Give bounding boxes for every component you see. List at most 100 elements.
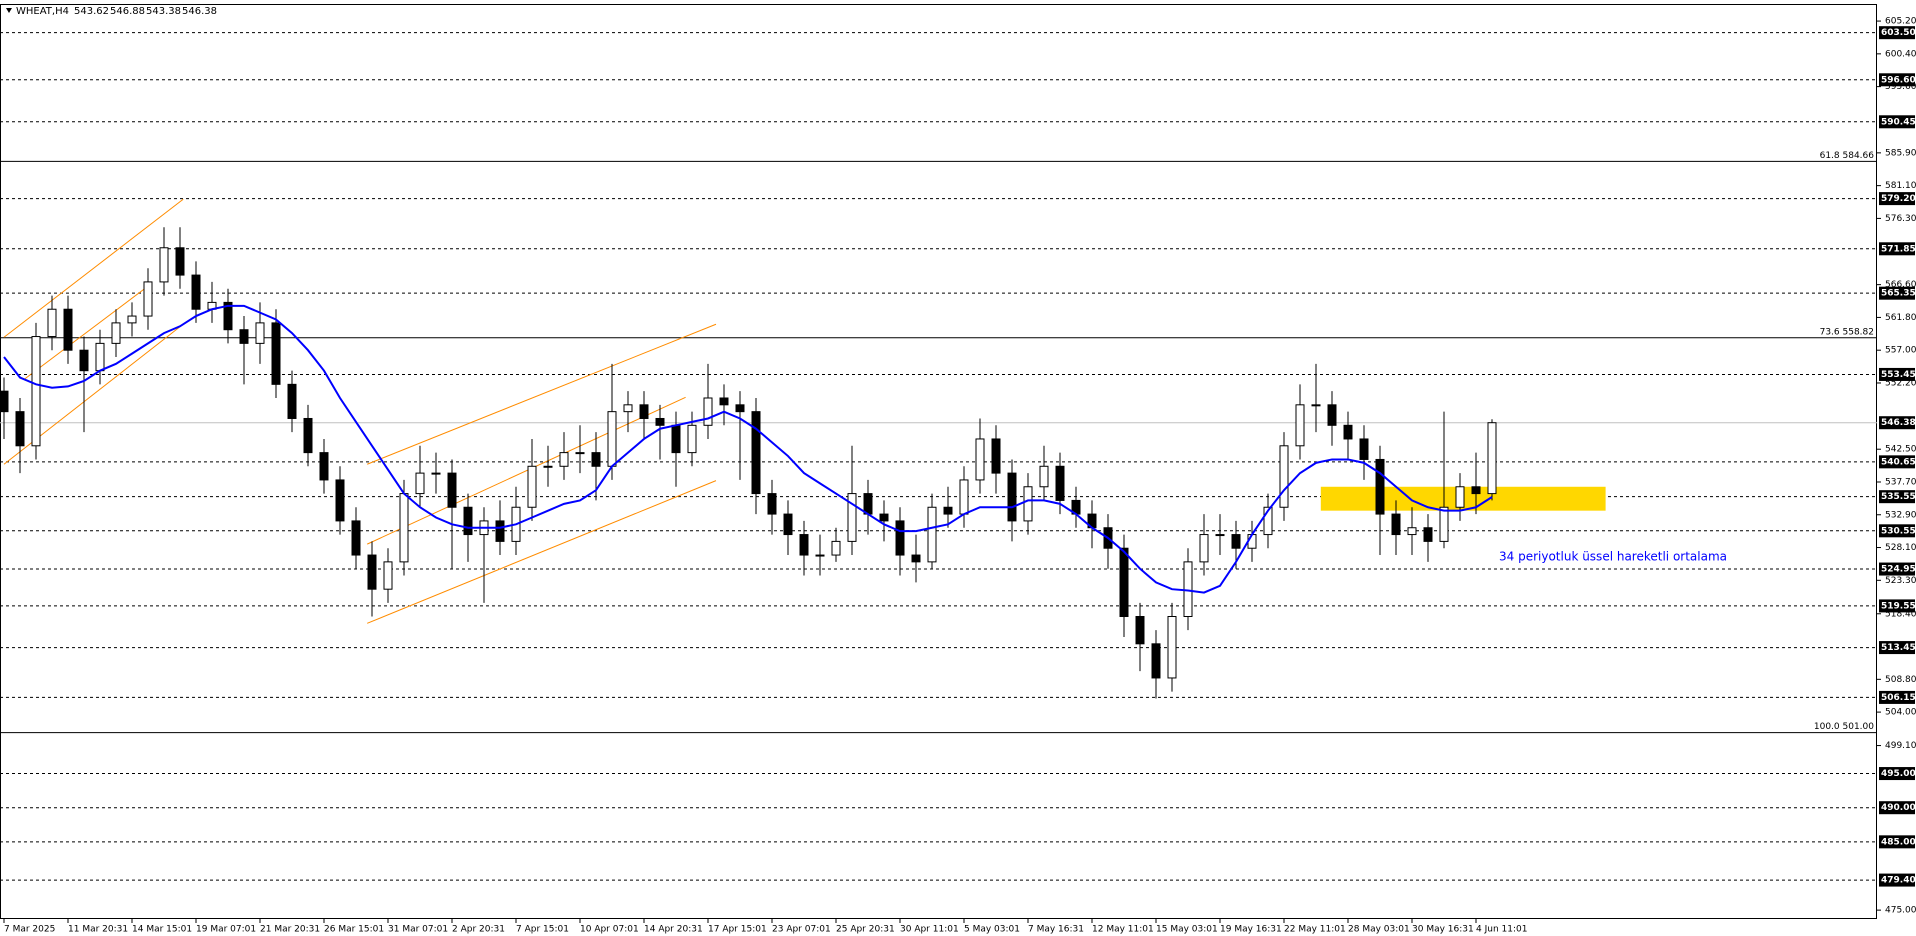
candle-body — [639, 404, 649, 419]
candle-body — [527, 465, 537, 508]
y-tick-label: 528.10 — [1885, 543, 1916, 553]
y-tick-label: 475.00 — [1885, 906, 1916, 916]
candle-body — [543, 465, 553, 468]
candle-body — [1455, 486, 1465, 508]
candle-body — [703, 397, 713, 426]
y-tick-label: 561.80 — [1885, 313, 1916, 323]
y-tick-label: 532.90 — [1885, 510, 1916, 520]
candle-body — [687, 424, 697, 454]
level-label-box — [1879, 490, 1915, 504]
candle-body — [1295, 404, 1305, 447]
level-label-box — [1879, 115, 1915, 129]
y-tick-label: 518.40 — [1885, 609, 1916, 619]
level-label: 495.00 — [1881, 769, 1916, 779]
level-label: 485.00 — [1881, 837, 1916, 847]
moving-average-line — [3, 304, 1493, 594]
candle-body — [95, 342, 105, 372]
candle-body — [847, 493, 857, 542]
level-label-box — [1879, 767, 1915, 781]
x-tick-label: 21 Mar 20:31 — [260, 925, 320, 935]
candle-body — [1039, 465, 1049, 488]
x-tick-label: 19 May 16:31 — [1220, 925, 1282, 935]
x-tick-label: 5 May 03:01 — [964, 925, 1020, 935]
x-tick-label: 17 Apr 15:01 — [708, 925, 767, 935]
candle-body — [495, 520, 505, 542]
candle-body — [159, 247, 169, 283]
candle-body — [927, 506, 937, 563]
level-label-box — [1879, 641, 1915, 655]
level-label-box — [1879, 801, 1915, 815]
y-tick-label: 600.40 — [1885, 49, 1916, 59]
candle-body — [783, 513, 793, 536]
level-label-box — [1879, 455, 1915, 469]
candle-body — [719, 397, 729, 406]
x-tick-label: 7 Mar 2025 — [4, 925, 55, 935]
x-tick-label: 23 Apr 07:01 — [772, 925, 831, 935]
candle-body — [415, 472, 425, 495]
candle-body — [1391, 513, 1401, 536]
x-tick-label: 22 May 11:01 — [1284, 925, 1346, 935]
candle-body — [655, 417, 665, 426]
candle-body — [975, 438, 985, 481]
symbol-menu-icon[interactable] — [6, 8, 12, 13]
candle-body — [1279, 445, 1289, 508]
level-label: 490.00 — [1881, 803, 1916, 813]
candle-body — [431, 472, 441, 475]
candle-body — [1119, 547, 1129, 618]
candle-body — [1423, 527, 1433, 542]
candle-body — [1151, 643, 1161, 679]
fibonacci-label: 73.6 558.82 — [1820, 327, 1874, 337]
current-price-label: 546.38 — [1881, 418, 1916, 428]
candle-body — [1311, 404, 1321, 407]
symbol-title: WHEAT,H4 — [16, 6, 69, 17]
candle-body — [175, 247, 185, 276]
candle-body — [1007, 472, 1017, 522]
level-label-box — [1879, 524, 1915, 538]
candle-body — [767, 493, 777, 515]
x-tick-label: 31 Mar 07:01 — [388, 925, 448, 935]
candle-body — [463, 506, 473, 536]
level-label: 579.20 — [1881, 194, 1916, 204]
candle-body — [255, 322, 265, 344]
candle-body — [31, 336, 41, 447]
level-label: 590.45 — [1881, 117, 1916, 127]
trendline — [367, 480, 717, 624]
level-label: 540.65 — [1881, 457, 1916, 467]
candle-body — [1135, 616, 1145, 645]
level-label: 553.45 — [1881, 370, 1916, 380]
x-tick-label: 30 May 16:31 — [1412, 925, 1474, 935]
level-label: 519.55 — [1881, 601, 1916, 611]
header-high: 546.88 — [110, 6, 145, 17]
candle-body — [559, 452, 569, 467]
level-label-box — [1879, 73, 1915, 87]
trendline — [3, 198, 184, 338]
y-tick-label: 504.00 — [1885, 708, 1916, 718]
candle-body — [1375, 458, 1385, 515]
candle-body — [1487, 422, 1497, 495]
candle-body — [447, 472, 457, 508]
x-tick-label: 7 May 16:31 — [1028, 925, 1084, 935]
level-label-box — [1879, 286, 1915, 300]
candle-body — [1199, 534, 1209, 563]
candle-body — [799, 534, 809, 556]
level-label: 513.45 — [1881, 643, 1916, 653]
candle-body — [671, 424, 681, 454]
candle-body — [1439, 506, 1449, 542]
candle-body — [1231, 534, 1241, 549]
x-tick-label: 28 May 03:01 — [1348, 925, 1410, 935]
trendline — [366, 396, 686, 545]
candle-body — [287, 383, 297, 419]
level-label: 596.60 — [1881, 75, 1916, 85]
level-label-box — [1879, 26, 1915, 40]
candle-body — [1215, 534, 1225, 537]
candle-body — [127, 315, 137, 324]
level-label-box — [1879, 562, 1915, 576]
y-tick-label: 552.20 — [1885, 378, 1916, 388]
level-label-box — [1879, 599, 1915, 613]
x-tick-label: 15 May 03:01 — [1156, 925, 1218, 935]
y-tick-label: 508.80 — [1885, 675, 1916, 685]
candle-body — [735, 404, 745, 413]
current-price-box — [1879, 416, 1915, 430]
candle-body — [959, 479, 969, 515]
candle-body — [831, 540, 841, 556]
